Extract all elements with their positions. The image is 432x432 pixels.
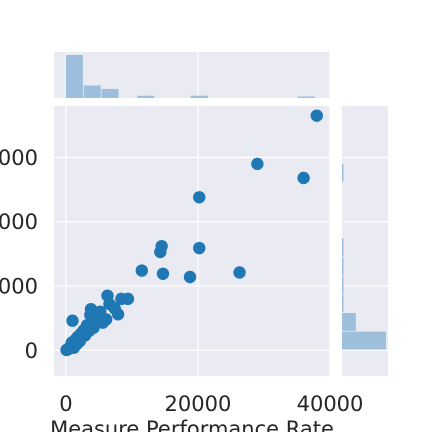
scatter-point	[121, 292, 135, 306]
right-histogram-bar	[342, 294, 344, 313]
top-histogram-bar	[137, 95, 155, 98]
right-histogram-bar	[342, 313, 356, 331]
y-tick-label: 0	[25, 339, 38, 363]
top-histogram-bar	[83, 85, 101, 98]
right-histogram-bar	[342, 238, 344, 257]
top-histogram-bar	[101, 88, 119, 98]
x-tick-label: 40000	[297, 392, 364, 416]
scatter-plot-area	[54, 106, 331, 376]
top-histogram-bar	[190, 95, 208, 98]
scatter-point	[60, 343, 73, 357]
scatter-point	[310, 109, 323, 122]
y-axis-tick-labels: 0 1000 2000 3000	[0, 146, 38, 363]
scatter-point	[233, 266, 246, 279]
y-tick-label: 2000	[0, 210, 38, 234]
scatter-points	[60, 109, 323, 357]
scatter-point	[251, 157, 264, 171]
scatter-point	[183, 270, 197, 284]
x-tick-label: 0	[59, 392, 72, 416]
x-axis-label: Measure Performance Rate	[50, 417, 334, 432]
right-histogram-bar	[342, 275, 344, 294]
right-histogram-bar	[342, 163, 344, 182]
top-histogram-bar	[297, 96, 315, 98]
y-tick-label: 3000	[0, 146, 38, 170]
scatter-point	[66, 314, 79, 327]
right-histogram-bars	[342, 163, 386, 350]
right-histogram-grid	[342, 156, 388, 351]
scatter-point	[96, 316, 110, 329]
top-histogram-bars	[65, 55, 315, 98]
scatter-point	[193, 241, 206, 255]
top-marginal-histogram	[54, 52, 331, 98]
top-histogram-bar	[65, 55, 83, 98]
scatter-point	[297, 171, 310, 185]
scatter-point	[156, 267, 170, 280]
scatter-point	[111, 308, 125, 321]
right-marginal-histogram	[342, 106, 388, 376]
x-axis-tick-labels: 0 20000 40000	[59, 392, 363, 416]
y-tick-label: 1000	[0, 275, 38, 299]
right-histogram-background	[342, 106, 388, 376]
right-histogram-bar	[342, 257, 344, 275]
right-histogram-bar	[342, 331, 386, 350]
scatter-point	[193, 191, 206, 204]
scatter-plot-background	[54, 106, 330, 376]
scatter-plot-grid	[54, 106, 331, 376]
x-tick-label: 20000	[165, 392, 232, 416]
scatter-point	[135, 264, 149, 277]
scatter-point	[154, 245, 167, 259]
